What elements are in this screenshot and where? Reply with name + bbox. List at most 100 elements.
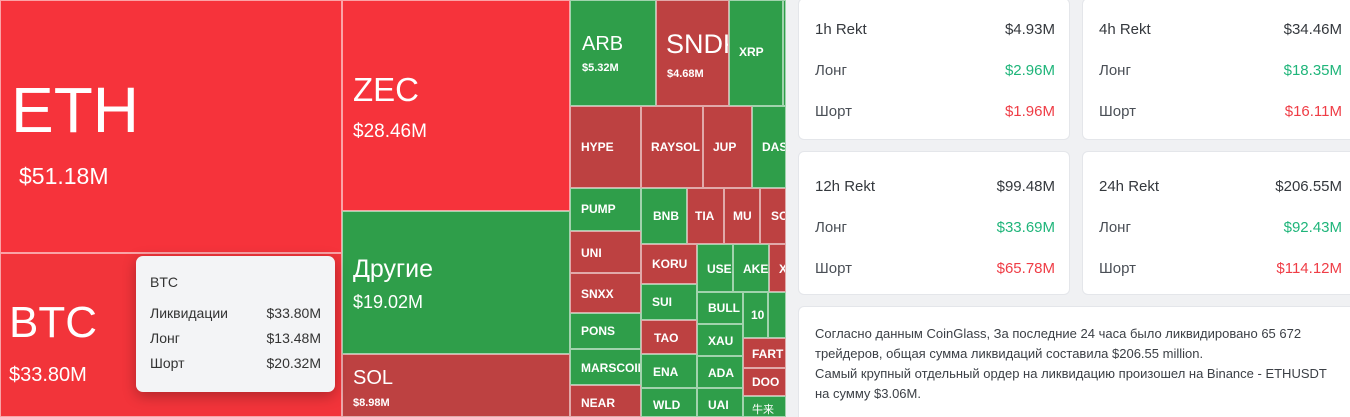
tile-xau[interactable]: XAU [697, 324, 743, 356]
tile-value: $51.18M [19, 163, 109, 189]
stat-header: 12h Rekt $99.48M [815, 166, 1055, 207]
tile-koru[interactable]: KORU [641, 244, 697, 284]
tile-value: $33.80M [9, 364, 87, 386]
tooltip-label: Шорт [150, 355, 185, 371]
tile-sndk[interactable]: SNDK $4.68M [656, 0, 729, 106]
stat-total: $206.55M [1275, 178, 1342, 195]
tile-pons[interactable]: PONS [570, 313, 641, 349]
stat-total: $4.93M [1004, 21, 1055, 38]
tile-symbol: BTC [9, 298, 97, 347]
short-value: $65.78M [996, 260, 1055, 277]
tile-mu[interactable]: MU [724, 188, 760, 244]
tile-snxx[interactable]: SNXX [570, 273, 641, 313]
tile-sol[interactable]: SOL $8.98M [342, 354, 570, 417]
tile-xrp[interactable]: XRP [729, 0, 783, 106]
short-label: Шорт [815, 103, 852, 120]
tooltip-label: Ликвидации [150, 305, 229, 321]
stat-period: 24h Rekt [1099, 178, 1160, 195]
stat-long-row: Лонг $33.69M [815, 207, 1055, 248]
tile-symbol: MU [733, 209, 752, 223]
tile-bull[interactable]: BULL [697, 292, 743, 324]
stat-total: $99.48M [996, 178, 1055, 195]
tile-symbol: TIA [695, 209, 715, 223]
stat-header: 4h Rekt $34.46M [1099, 9, 1342, 50]
tile-symbol: ETH [11, 74, 139, 146]
tile-symbol: RAYSOL [651, 140, 700, 154]
tile-bnb[interactable]: BNB [641, 188, 687, 244]
tooltip-title: BTC [150, 274, 178, 290]
tile-symbol: X [779, 262, 785, 276]
tile-x[interactable]: X [769, 244, 786, 292]
tile-symbol: TAO [654, 331, 679, 345]
tile-doo[interactable]: DOO [743, 368, 786, 396]
stat-short-row: Шорт $1.96M [815, 91, 1055, 132]
tile-symbol: FART [752, 347, 784, 361]
tile-arb[interactable]: ARB $5.32M [570, 0, 656, 106]
tile-symbol: ENA [653, 365, 679, 379]
tile-eth[interactable]: ETH $51.18M [0, 0, 342, 253]
tile-ake[interactable]: AKE [733, 244, 769, 292]
tile-hype[interactable]: HYPE [570, 106, 641, 188]
tooltip-label: Лонг [150, 330, 180, 346]
stat-card-1h: 1h Rekt $4.93M Лонг $2.96M Шорт $1.96M [798, 0, 1070, 140]
tile-value: $4.68M [667, 68, 704, 80]
stat-period: 1h Rekt [815, 21, 867, 38]
liquidation-heatmap: ETH $51.18M BTC $33.80M ZEC $28.46M Друг… [0, 0, 786, 417]
tile-value: $19.02M [353, 292, 424, 312]
tile-symbol: UNI [581, 246, 602, 260]
tile-symbol: SNXX [581, 287, 614, 301]
tile-10[interactable]: 10 [743, 292, 768, 338]
stat-short-row: Шорт $16.11M [1099, 91, 1342, 132]
long-value: $2.96M [1004, 62, 1055, 79]
tile-marscoin[interactable]: MARSCOIN [570, 349, 641, 385]
long-label: Лонг [1099, 219, 1131, 236]
tile-symbol: SOL [353, 367, 394, 389]
stat-total: $34.46M [1283, 21, 1342, 38]
tile-small-green[interactable] [768, 292, 786, 338]
tooltip-value: $20.32M [266, 355, 321, 371]
tile-wld[interactable]: WLD [641, 388, 697, 417]
tile-pump[interactable]: PUMP [570, 188, 641, 231]
tile-symbol: HYPE [581, 140, 614, 154]
tooltip-row-short: Шорт $20.32M [150, 354, 321, 372]
long-value: $33.69M [996, 219, 1055, 236]
tile-uai[interactable]: UAI [697, 388, 743, 417]
tile-jup[interactable]: JUP [703, 106, 752, 188]
tile-tia[interactable]: TIA [687, 188, 724, 244]
tile-zec[interactable]: ZEC $28.46M [342, 0, 570, 211]
stat-header: 1h Rekt $4.93M [815, 9, 1055, 50]
tile-symbol: KORU [652, 257, 688, 271]
short-value: $1.96M [1004, 103, 1055, 120]
tile-das[interactable]: DAS [752, 106, 786, 188]
short-value: $16.11M [1284, 103, 1342, 120]
stat-period: 12h Rekt [815, 178, 876, 195]
tile-ena[interactable]: ENA [641, 354, 697, 388]
tooltip-value: $33.80M [266, 305, 321, 321]
tile-ada[interactable]: ADA [697, 356, 743, 388]
stats-panel: 1h Rekt $4.93M Лонг $2.96M Шорт $1.96M 4h R… [786, 0, 1350, 417]
tile-symbol: BULL [708, 301, 740, 315]
tile-sui[interactable]: SUI [641, 284, 697, 320]
tile-symbol: SNDK [666, 29, 728, 59]
tile-symbol: 10 [751, 308, 765, 322]
short-value: $114.12M [1276, 260, 1342, 277]
tile-tao[interactable]: TAO [641, 320, 697, 354]
btc-tooltip: BTC Ликвидации $33.80M Лонг $13.48M Шорт… [136, 256, 335, 392]
tile-so[interactable]: SO [760, 188, 786, 244]
tile-uni[interactable]: UNI [570, 231, 641, 273]
tile-symbol: XRP [739, 45, 764, 59]
tile-use[interactable]: USE [697, 244, 733, 292]
tile-niulai[interactable]: 牛来 [743, 396, 786, 417]
tile-symbol: DOO [752, 375, 780, 389]
tile-symbol: SO [771, 209, 785, 223]
tooltip-row-long: Лонг $13.48M [150, 329, 321, 347]
summary-text-1: Согласно данным CoinGlass, За последние … [815, 326, 1302, 361]
tile-raysol[interactable]: RAYSOL [641, 106, 703, 188]
stat-card-24h: 24h Rekt $206.55M Лонг $92.43M Шорт $114.12… [1082, 151, 1350, 295]
stat-header: 24h Rekt $206.55M [1099, 166, 1342, 207]
tile-symbol: UAI [708, 398, 729, 412]
tile-near[interactable]: NEAR [570, 385, 641, 417]
stat-long-row: Лонг $18.35M [1099, 50, 1342, 91]
tile-fart[interactable]: FART [743, 338, 786, 368]
tile-others[interactable]: Другие $19.02M [342, 211, 570, 354]
